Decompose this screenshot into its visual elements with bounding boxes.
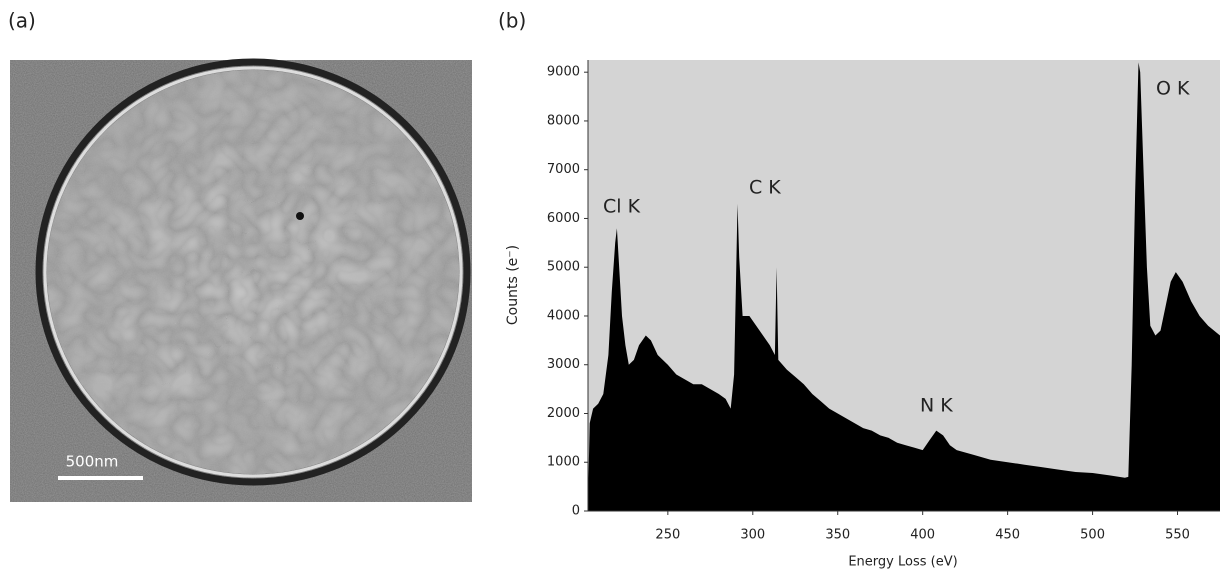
y-tick-label: 1000 [547,455,580,470]
x-tick-label: 400 [910,528,935,543]
x-tick-label: 450 [995,528,1020,543]
peak-label: O K [1156,78,1190,100]
peak-label: Cl K [603,196,641,218]
y-tick-label: 0 [572,504,580,519]
x-tick-label: 300 [740,528,765,543]
x-axis-label: Energy Loss (eV) [848,555,957,570]
y-tick-label: 3000 [547,357,580,372]
micrograph: 500nm [10,58,472,502]
y-tick-label: 2000 [547,406,580,421]
panel-label: (b) [498,9,526,33]
panel-label: (a) [8,9,36,33]
y-tick-label: 5000 [547,260,580,275]
x-tick-label: 550 [1165,528,1190,543]
y-axis-label: Counts (e⁻) [505,245,521,325]
scale-bar-label: 500nm [66,453,119,471]
y-tick-label: 6000 [547,211,580,226]
x-tick-label: 350 [825,528,850,543]
y-tick-label: 8000 [547,113,580,128]
spectrum-area [588,62,1220,512]
y-tick-label: 7000 [547,162,580,177]
x-tick-label: 250 [655,528,680,543]
y-tick-label: 9000 [547,65,580,80]
x-tick-label: 500 [1080,528,1105,543]
peak-label: N K [920,395,953,417]
peak-label: C K [749,177,781,199]
y-tick-label: 4000 [547,308,580,323]
